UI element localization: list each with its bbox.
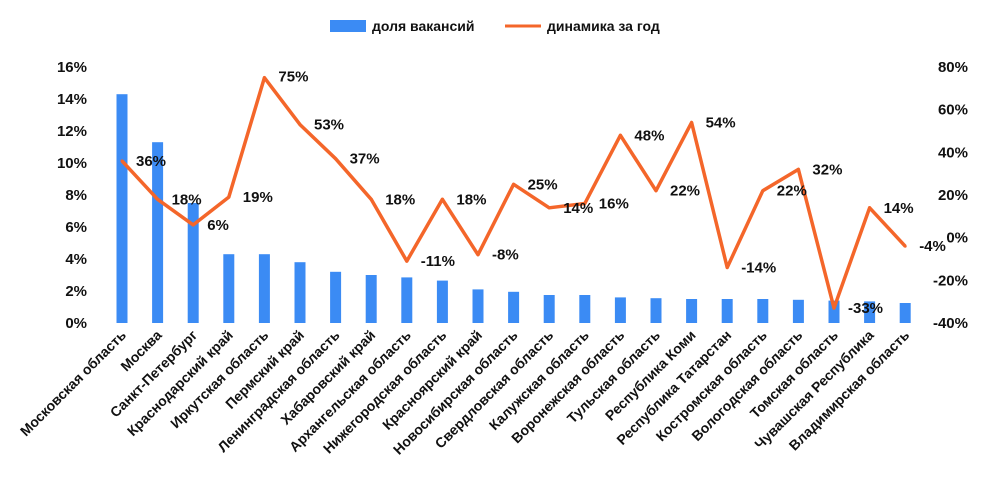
bar bbox=[223, 254, 235, 323]
left-axis-tick: 2% bbox=[65, 283, 87, 300]
bar bbox=[757, 299, 769, 323]
line-point bbox=[654, 189, 658, 193]
line-point bbox=[405, 259, 409, 263]
line-point bbox=[476, 253, 480, 257]
bar bbox=[828, 300, 840, 323]
bar bbox=[294, 262, 306, 323]
data-labels: 36% 18% 6% 19% 75% 53% 37% 18% -11% 18% -8% 25% 14% 1… bbox=[136, 69, 946, 317]
line-point bbox=[334, 157, 338, 161]
line-point bbox=[120, 159, 124, 163]
line-data-label: 48% bbox=[634, 127, 664, 144]
line-data-label: 75% bbox=[278, 69, 308, 86]
line-data-label: 14% bbox=[563, 200, 593, 217]
line-point bbox=[369, 197, 373, 201]
line-point bbox=[761, 189, 765, 193]
left-axis-tick: 4% bbox=[65, 251, 87, 268]
line-data-label: 37% bbox=[350, 151, 380, 168]
bar bbox=[365, 275, 377, 323]
bar bbox=[472, 289, 484, 323]
line-data-label: 18% bbox=[456, 191, 486, 208]
bar-series bbox=[116, 94, 911, 323]
line-data-label: -8% bbox=[492, 247, 519, 264]
line-point bbox=[440, 197, 444, 201]
right-axis-tick: -20% bbox=[933, 272, 968, 289]
line-point bbox=[868, 206, 872, 210]
left-axis-tick: 6% bbox=[65, 219, 87, 236]
right-axis-tick: -40% bbox=[933, 315, 968, 332]
line-data-label: -33% bbox=[848, 300, 883, 317]
legend-label-line: динамика за год bbox=[547, 18, 660, 34]
line-point bbox=[903, 244, 907, 248]
line-point bbox=[796, 167, 800, 171]
bar bbox=[116, 94, 128, 323]
right-axis-tick: 40% bbox=[938, 144, 968, 161]
bar bbox=[187, 203, 199, 323]
bar bbox=[721, 299, 733, 323]
line-data-label: 14% bbox=[884, 200, 914, 217]
bar bbox=[864, 301, 876, 323]
legend: доля вакансий динамика за год bbox=[330, 18, 660, 34]
line-data-label: 16% bbox=[599, 196, 629, 213]
line-point bbox=[512, 182, 516, 186]
left-axis-tick: 14% bbox=[57, 91, 87, 108]
bar bbox=[436, 280, 448, 323]
line-data-label: 25% bbox=[528, 176, 558, 193]
line-point bbox=[227, 195, 231, 199]
right-axis-tick: 0% bbox=[946, 230, 968, 247]
bar bbox=[792, 299, 804, 323]
line-data-label: 18% bbox=[385, 191, 415, 208]
line-data-label: 53% bbox=[314, 117, 344, 134]
legend-label-bar: доля вакансий bbox=[372, 18, 475, 34]
legend-swatch-bar bbox=[330, 20, 366, 32]
line-data-label: 22% bbox=[670, 183, 700, 200]
right-axis-tick: 60% bbox=[938, 102, 968, 119]
line-data-label: -11% bbox=[421, 253, 455, 270]
left-axis-tick: 12% bbox=[57, 123, 87, 140]
left-axis-tick: 10% bbox=[57, 155, 87, 172]
line-data-label: 19% bbox=[243, 189, 273, 206]
x-axis: Московская областьМоскваСанкт-ПетербургК… bbox=[17, 327, 913, 458]
bar bbox=[258, 254, 270, 323]
line-point bbox=[547, 206, 551, 210]
line-point bbox=[583, 202, 587, 206]
line-data-label: 18% bbox=[172, 191, 202, 208]
bar bbox=[401, 277, 413, 323]
line-data-label: 6% bbox=[207, 217, 229, 234]
line-point bbox=[832, 306, 836, 310]
bar bbox=[579, 295, 591, 323]
left-axis-tick: 16% bbox=[57, 59, 87, 76]
bar bbox=[508, 291, 520, 323]
line-point bbox=[191, 223, 195, 227]
bar bbox=[330, 271, 342, 323]
line-point bbox=[156, 197, 160, 201]
bar bbox=[686, 299, 698, 323]
bar bbox=[650, 298, 662, 323]
bar bbox=[152, 142, 164, 323]
category-label: Московская область bbox=[17, 327, 130, 440]
line-point bbox=[262, 76, 266, 80]
line-point bbox=[725, 266, 729, 270]
line-point bbox=[618, 133, 622, 137]
right-axis: -40% -20% 0% 20% 40% 60% 80% bbox=[933, 59, 968, 332]
line-data-label: 36% bbox=[136, 153, 166, 170]
line-point bbox=[690, 120, 694, 124]
line-data-label: 54% bbox=[706, 114, 736, 131]
left-axis-tick: 0% bbox=[65, 315, 87, 332]
right-axis-tick: 80% bbox=[938, 59, 968, 76]
line-point bbox=[298, 123, 302, 127]
left-axis: 0% 2% 4% 6% 8% 10% 12% 14% 16% bbox=[57, 59, 87, 332]
left-axis-tick: 8% bbox=[65, 187, 87, 204]
line-series bbox=[120, 75, 907, 310]
bar bbox=[543, 295, 555, 323]
line-data-label: 22% bbox=[777, 183, 807, 200]
line-data-label: -14% bbox=[741, 260, 776, 277]
bar bbox=[899, 303, 911, 323]
right-axis-tick: 20% bbox=[938, 187, 968, 204]
line-data-label: 32% bbox=[812, 161, 842, 178]
bar bbox=[614, 297, 626, 323]
line-data-label: -4% bbox=[919, 238, 946, 255]
